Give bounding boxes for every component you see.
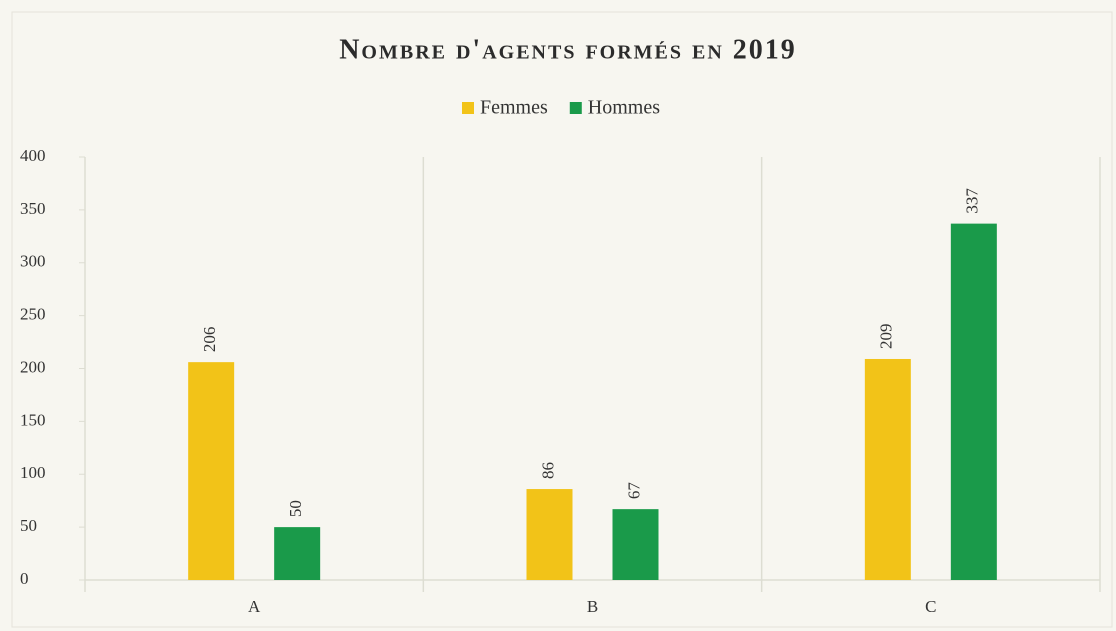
legend-swatch: [569, 102, 582, 114]
chart-title: Nombre d'agents formés en 2019: [339, 34, 797, 65]
y-tick-label: 50: [20, 516, 37, 535]
data-label: 67: [624, 482, 643, 500]
bar: [612, 509, 659, 580]
y-tick-label: 300: [20, 252, 46, 271]
legend-swatch: [462, 102, 474, 114]
y-tick-label: 100: [20, 463, 46, 482]
data-label: 86: [538, 462, 557, 479]
bar: [526, 489, 573, 580]
bar: [188, 362, 235, 580]
data-label: 50: [286, 500, 305, 517]
x-tick-label: B: [587, 597, 598, 616]
bar: [274, 527, 321, 580]
x-tick-label: A: [248, 597, 261, 616]
data-label: 209: [877, 323, 896, 349]
data-label: 337: [963, 188, 982, 214]
bar: [864, 358, 911, 580]
x-tick-label: C: [925, 597, 936, 616]
legend-label: Hommes: [588, 97, 660, 119]
bar: [950, 223, 997, 580]
data-label: 206: [200, 327, 219, 353]
frame: [11, 11, 1113, 628]
y-tick-label: 250: [20, 305, 46, 324]
y-tick-label: 400: [20, 146, 46, 165]
y-tick-label: 150: [20, 410, 46, 429]
y-tick-label: 0: [20, 569, 29, 588]
y-tick-label: 200: [20, 357, 46, 376]
legend-label: Femmes: [480, 97, 548, 119]
y-tick-label: 350: [20, 199, 46, 218]
